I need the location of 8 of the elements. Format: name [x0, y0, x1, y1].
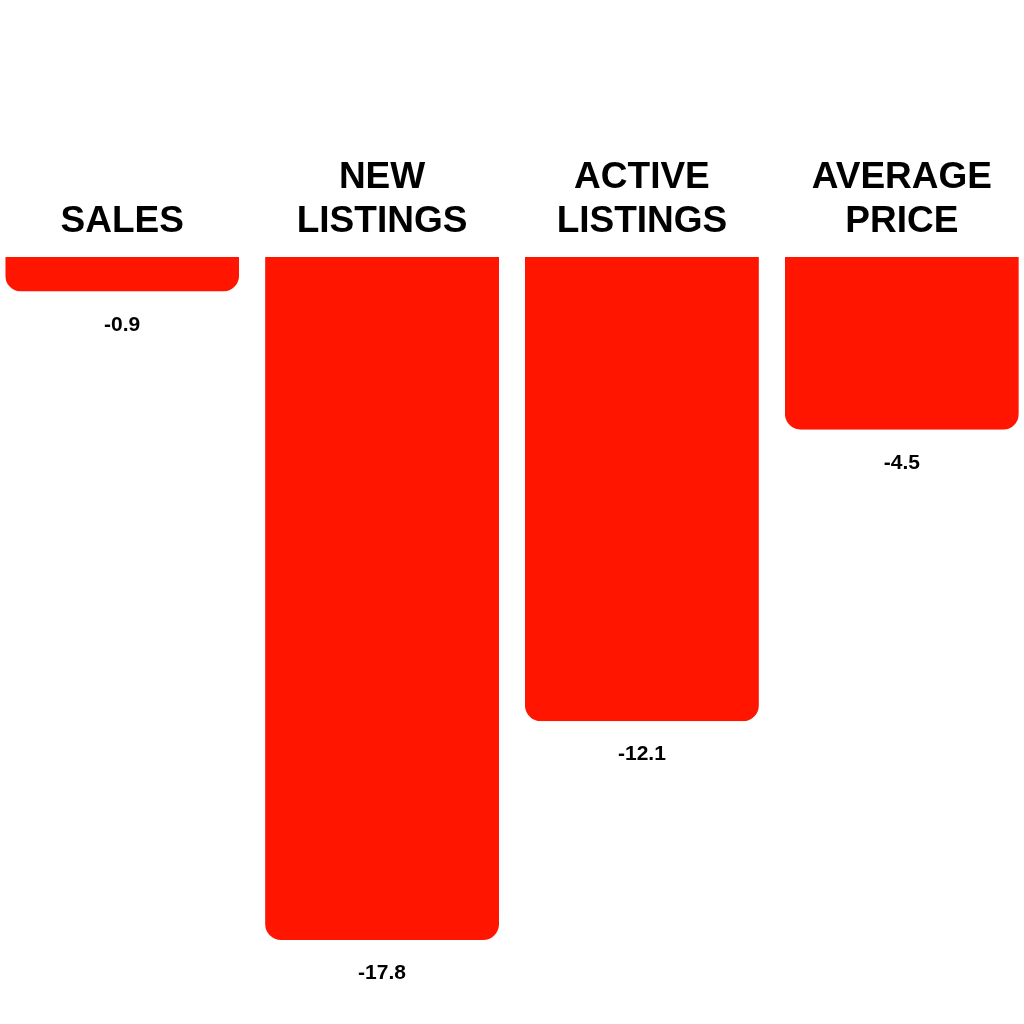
data-label: -12.1	[618, 741, 667, 765]
x-tick-label: SALES	[60, 198, 184, 240]
x-tick-label: AVERAGE PRICE	[811, 154, 992, 240]
data-label: -17.8	[358, 960, 407, 983]
data-label: -4.5	[883, 449, 921, 473]
data-label: -0.9	[104, 311, 141, 335]
x-tick-label: ACTIVE LISTINGS	[556, 154, 728, 240]
x-tick-label: NEW LISTINGS	[296, 154, 468, 240]
